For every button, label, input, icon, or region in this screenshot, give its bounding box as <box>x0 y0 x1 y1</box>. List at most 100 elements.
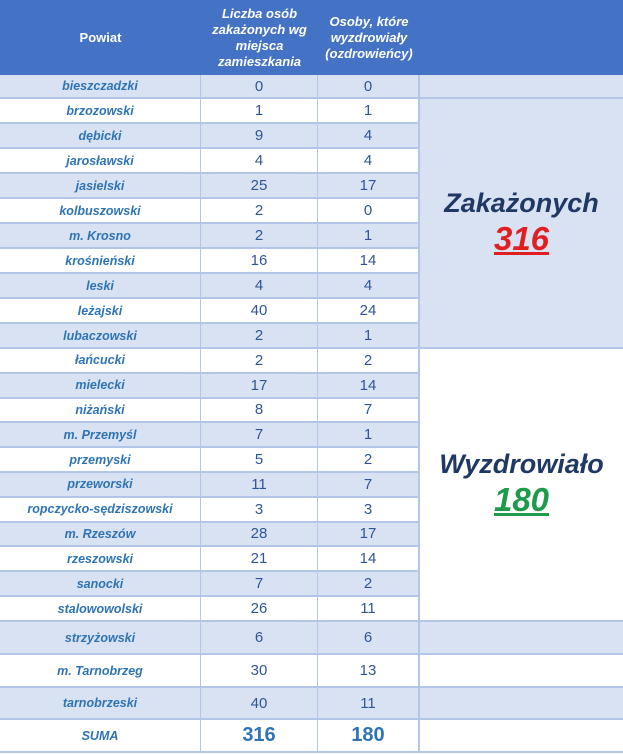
table-row: dębicki 9 4 <box>0 124 420 149</box>
table-row: kolbuszowski 2 0 <box>0 199 420 224</box>
recovered-count: 4 <box>318 124 420 147</box>
table-row: krośnieński 16 14 <box>0 249 420 274</box>
header-infected: Liczba osób zakażonych wg miejsca zamies… <box>201 0 318 75</box>
table-row: łańcucki 2 2 <box>0 349 420 374</box>
recovered-count: 17 <box>318 174 420 197</box>
recovered-count: 1 <box>318 324 420 347</box>
recovered-count: 6 <box>318 622 420 653</box>
table-row: sanocki 7 2 <box>0 572 420 597</box>
powiat-name: przeworski <box>0 473 201 496</box>
recovered-count: 14 <box>318 373 420 397</box>
recovered-count: 2 <box>318 448 420 471</box>
sum-infected: 316 <box>201 720 318 751</box>
header-recovered: Osoby, które wyzdrowiały (ozdrowieńcy) <box>318 0 420 75</box>
table-row: m. Tarnobrzeg 30 13 <box>0 655 420 688</box>
infected-count: 40 <box>201 299 318 322</box>
table-row: przemyski 5 2 <box>0 448 420 473</box>
recovered-count: 1 <box>318 224 420 247</box>
powiat-name: stalowowolski <box>0 597 201 620</box>
recovered-count: 4 <box>318 274 420 297</box>
recovered-count: 24 <box>318 299 420 322</box>
recovered-summary-value: 180 <box>493 481 550 518</box>
recovered-summary: Wyzdrowiało 180 <box>420 349 623 622</box>
table-row: bieszczadzki 0 0 <box>0 75 420 99</box>
table-row: m. Przemyśl 7 1 <box>0 423 420 449</box>
powiat-name: ropczycko-sędziszowski <box>0 497 201 521</box>
powiat-name: m. Przemyśl <box>0 423 201 447</box>
powiat-name: brzozowski <box>0 99 201 122</box>
powiat-name: dębicki <box>0 124 201 147</box>
table-row: leski 4 4 <box>0 274 420 299</box>
recovered-count: 0 <box>318 75 420 97</box>
recovered-count: 1 <box>318 423 420 447</box>
recovered-summary-label: Wyzdrowiało <box>439 449 604 479</box>
infected-count: 11 <box>201 473 318 496</box>
table-row: strzyżowski 6 6 <box>0 622 420 655</box>
table-row: m. Krosno 2 1 <box>0 224 420 249</box>
table-row: tarnobrzeski 40 11 <box>0 688 420 720</box>
table-row: jasielski 25 17 <box>0 174 420 199</box>
recovered-count: 4 <box>318 149 420 172</box>
empty-cell <box>420 720 623 753</box>
table-row: lubaczowski 2 1 <box>0 324 420 349</box>
infected-count: 2 <box>201 199 318 222</box>
powiat-name: krośnieński <box>0 249 201 272</box>
table-row: jarosławski 4 4 <box>0 149 420 174</box>
table-row: rzeszowski 21 14 <box>0 547 420 573</box>
table-row: leżajski 40 24 <box>0 299 420 324</box>
infected-count: 4 <box>201 274 318 297</box>
infected-count: 4 <box>201 149 318 172</box>
powiat-name: m. Rzeszów <box>0 522 201 546</box>
recovered-count: 7 <box>318 398 420 422</box>
powiat-name: przemyski <box>0 448 201 471</box>
infected-count: 40 <box>201 688 318 718</box>
infected-count: 1 <box>201 99 318 122</box>
powiat-name: niżański <box>0 398 201 422</box>
infected-count: 30 <box>201 655 318 686</box>
powiat-name: leski <box>0 274 201 297</box>
recovered-count: 11 <box>318 597 420 620</box>
powiat-name: łańcucki <box>0 349 201 372</box>
recovered-count: 14 <box>318 249 420 272</box>
empty-cell <box>420 75 623 99</box>
infected-summary-label: Zakażonych <box>444 187 599 218</box>
header-empty <box>420 0 623 75</box>
table-row: ropczycko-sędziszowski 3 3 <box>0 497 420 523</box>
infected-count: 9 <box>201 124 318 147</box>
recovered-count: 14 <box>318 547 420 571</box>
table-row: stalowowolski 26 11 <box>0 597 420 622</box>
recovered-count: 0 <box>318 199 420 222</box>
infected-count: 25 <box>201 174 318 197</box>
infected-count: 2 <box>201 324 318 347</box>
powiat-name: leżajski <box>0 299 201 322</box>
powiat-name: kolbuszowski <box>0 199 201 222</box>
recovered-count: 2 <box>318 349 420 372</box>
recovered-count: 2 <box>318 572 420 595</box>
infected-count: 0 <box>201 75 318 97</box>
table-row: niżański 8 7 <box>0 398 420 424</box>
infected-count: 3 <box>201 497 318 521</box>
table-row: przeworski 11 7 <box>0 473 420 498</box>
recovered-count: 17 <box>318 522 420 546</box>
infected-count: 26 <box>201 597 318 620</box>
empty-cell <box>420 655 623 688</box>
infected-count: 21 <box>201 547 318 571</box>
powiat-name: lubaczowski <box>0 324 201 347</box>
recovered-count: 11 <box>318 688 420 718</box>
infected-summary-value: 316 <box>493 219 550 257</box>
infected-count: 16 <box>201 249 318 272</box>
powiat-name: strzyżowski <box>0 622 201 653</box>
powiat-name: bieszczadzki <box>0 75 201 97</box>
recovered-count: 3 <box>318 497 420 521</box>
table-row: m. Rzeszów 28 17 <box>0 522 420 548</box>
header-powiat: Powiat <box>0 0 201 75</box>
powiat-name: mielecki <box>0 373 201 397</box>
sum-recovered: 180 <box>318 720 420 751</box>
infected-count: 7 <box>201 572 318 595</box>
table-row: brzozowski 1 1 <box>0 99 420 124</box>
sum-label: SUMA <box>0 720 201 751</box>
powiat-name: jarosławski <box>0 149 201 172</box>
infected-summary: Zakażonych 316 <box>420 99 623 349</box>
infected-count: 5 <box>201 448 318 471</box>
